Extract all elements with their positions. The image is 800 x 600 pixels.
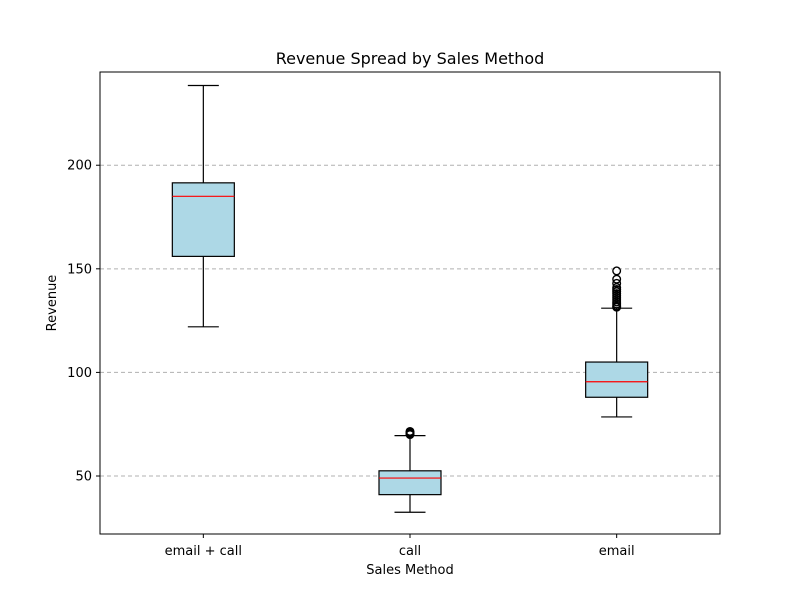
x-tick-label: email + call <box>165 544 242 559</box>
outlier-point <box>612 266 622 276</box>
box-group <box>378 426 442 513</box>
box-group <box>585 266 649 418</box>
y-axis-ticks: 50 100 150 200 <box>67 159 100 484</box>
iqr-box <box>171 182 235 257</box>
y-tick-label: 50 <box>75 469 92 484</box>
x-axis-ticks: email + call call email <box>165 534 635 559</box>
x-tick-label: email <box>599 544 635 559</box>
box-series <box>171 84 649 513</box>
y-axis-label: Revenue <box>45 275 60 332</box>
outlier-point <box>612 278 622 288</box>
x-tick-label: call <box>399 544 421 559</box>
iqr-box <box>585 361 649 398</box>
y-tick-label: 200 <box>67 159 92 174</box>
outlier-point <box>405 426 415 436</box>
box-group <box>171 84 235 328</box>
x-axis-label: Sales Method <box>366 563 454 578</box>
y-tick-label: 150 <box>67 262 92 277</box>
iqr-box <box>378 470 442 496</box>
y-tick-label: 100 <box>67 366 92 381</box>
chart-title: Revenue Spread by Sales Method <box>276 49 545 68</box>
